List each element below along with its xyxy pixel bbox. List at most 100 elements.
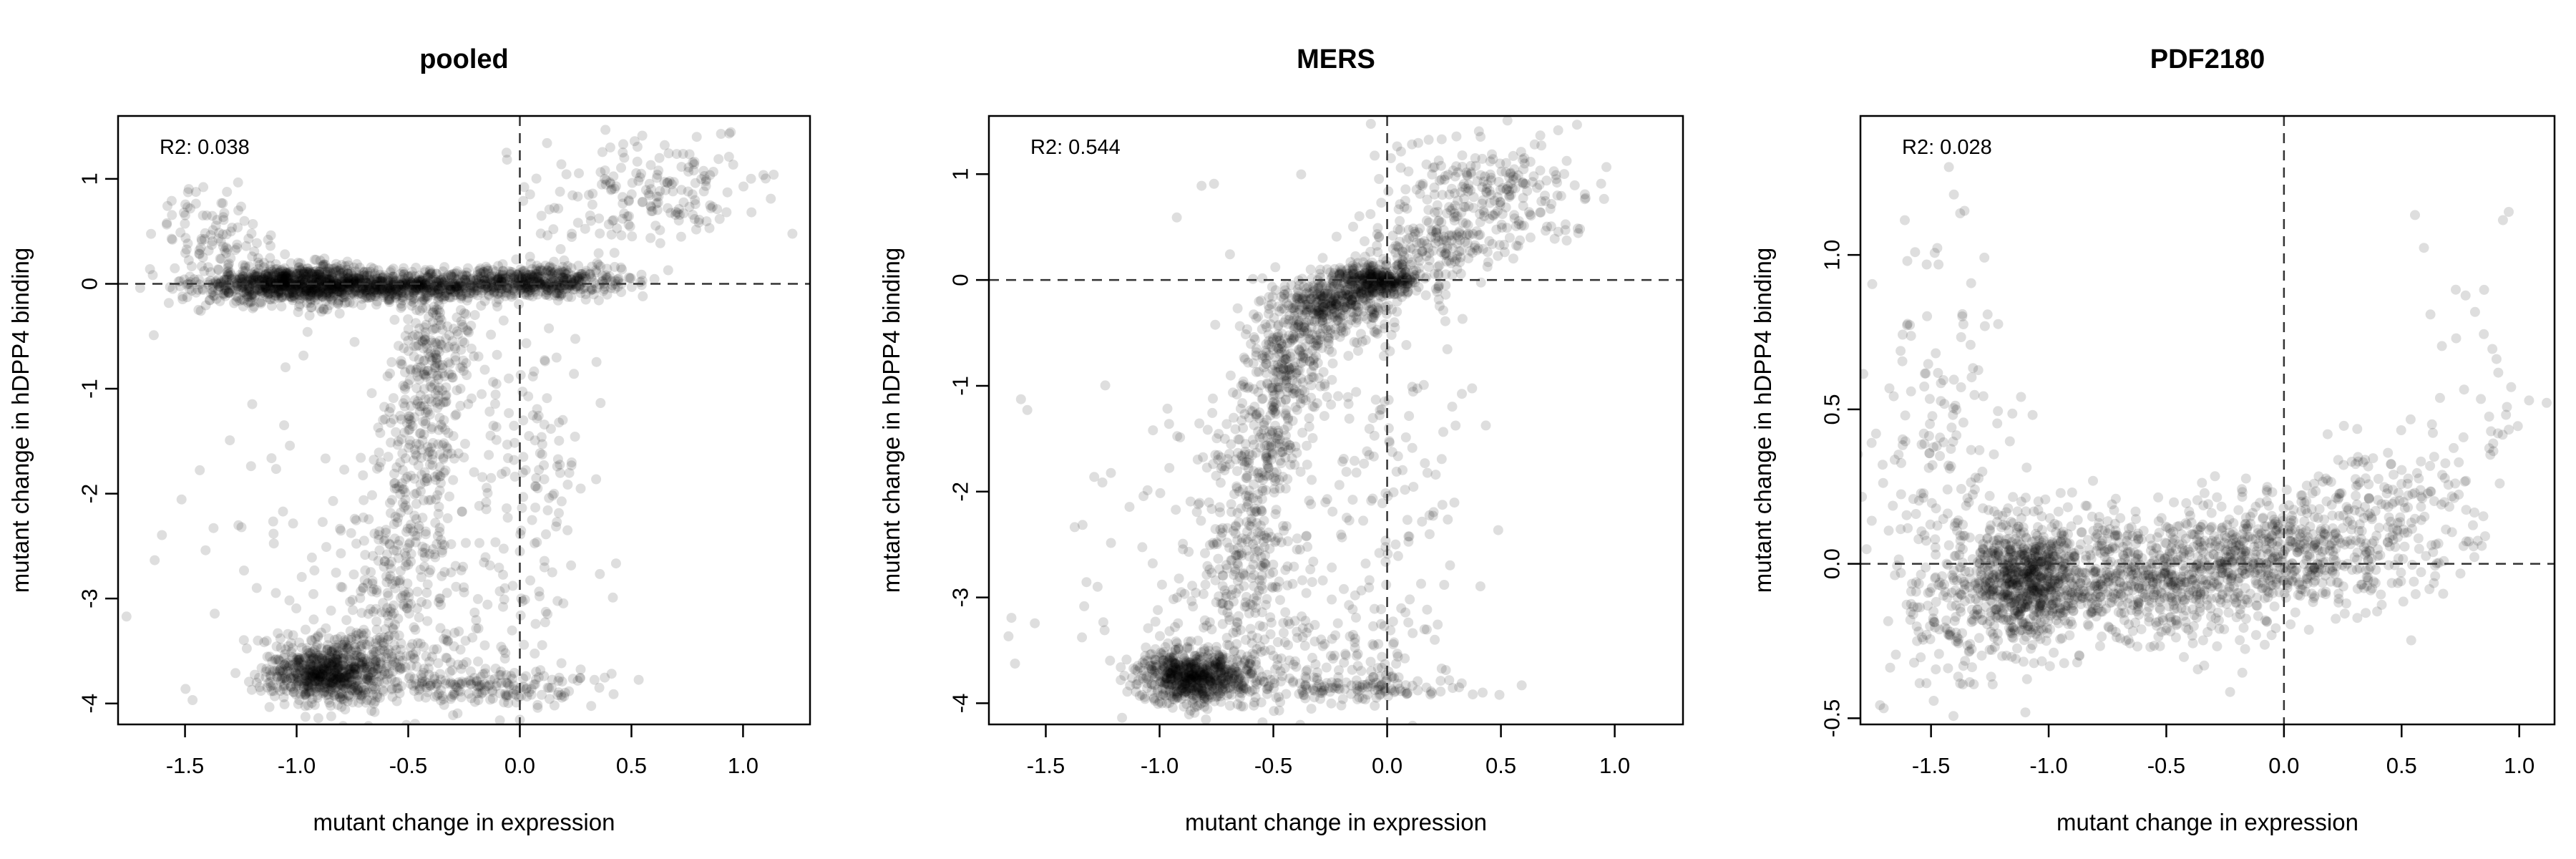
data-point [358, 274, 369, 285]
data-point [162, 218, 172, 228]
data-point [526, 272, 537, 283]
data-point [430, 360, 441, 371]
data-point [253, 275, 264, 286]
data-point [329, 289, 340, 300]
data-points [1003, 116, 1611, 724]
data-point [265, 241, 275, 251]
data-point [534, 586, 545, 597]
data-point [294, 262, 305, 273]
data-point [296, 275, 307, 286]
data-point [214, 278, 225, 288]
data-point [313, 286, 323, 296]
data-point [282, 278, 293, 288]
data-point [317, 517, 328, 528]
data-point [358, 286, 369, 297]
data-point [409, 287, 419, 298]
data-point [371, 624, 382, 635]
data-point [389, 608, 399, 618]
data-point [213, 279, 223, 290]
data-point [369, 263, 379, 274]
data-point [583, 190, 594, 200]
data-point [265, 277, 275, 288]
data-point [303, 288, 313, 299]
data-point [496, 641, 507, 652]
data-point [263, 271, 273, 281]
data-point [327, 283, 337, 293]
data-point [295, 299, 306, 310]
data-point [216, 198, 227, 208]
data-point [361, 284, 371, 295]
data-point [260, 283, 270, 293]
data-point [360, 550, 371, 560]
data-point [356, 452, 366, 463]
data-point [288, 295, 298, 306]
data-point [288, 518, 298, 529]
data-point [246, 275, 257, 286]
data-point [322, 656, 333, 666]
data-point [343, 272, 354, 283]
data-point [379, 285, 389, 296]
data-point [461, 282, 472, 293]
data-point [263, 273, 273, 284]
data-point [426, 287, 436, 298]
data-point [391, 291, 401, 302]
data-point [339, 465, 350, 475]
data-point [422, 271, 432, 282]
data-point [382, 294, 393, 305]
data-point [328, 263, 338, 274]
data-point [356, 283, 366, 293]
data-point [237, 277, 248, 288]
data-point [399, 273, 410, 283]
data-point [250, 271, 261, 282]
data-point [517, 503, 527, 513]
data-points [121, 125, 798, 724]
data-point [441, 272, 451, 283]
data-point [539, 555, 550, 566]
data-point [1272, 332, 1282, 343]
data-point [370, 279, 381, 290]
data-point [383, 283, 393, 293]
data-point [215, 278, 226, 288]
data-point [1251, 313, 1262, 324]
data-point [492, 288, 503, 299]
data-point [482, 482, 492, 493]
data-point [256, 296, 267, 307]
data-point [275, 287, 286, 298]
data-point [316, 306, 327, 317]
data-point [257, 273, 268, 283]
data-point [238, 260, 248, 271]
data-point [476, 301, 487, 311]
data-point [609, 248, 620, 258]
data-point [326, 272, 337, 283]
data-point [306, 302, 317, 313]
data-point [364, 278, 375, 289]
data-point [331, 266, 341, 277]
data-point [285, 266, 296, 277]
data-point [385, 368, 395, 379]
data-point [307, 280, 318, 291]
data-point [267, 266, 278, 277]
data-point [223, 287, 234, 298]
data-point [291, 277, 302, 288]
data-point [313, 291, 324, 301]
data-point [291, 280, 301, 290]
data-point [256, 286, 267, 296]
data-point [453, 278, 464, 288]
data-point [177, 291, 188, 302]
data-point [145, 264, 155, 274]
data-point [698, 186, 709, 197]
data-point [185, 277, 195, 288]
data-point [326, 293, 336, 304]
data-point [265, 288, 275, 299]
data-point [345, 273, 356, 284]
data-point [348, 278, 359, 289]
data-point [275, 272, 286, 283]
data-point [530, 286, 541, 297]
data-point [525, 251, 535, 262]
data-point [507, 291, 517, 302]
data-point [348, 274, 358, 285]
data-point [554, 435, 565, 446]
data-point [247, 278, 258, 288]
data-point [653, 191, 664, 202]
data-point [333, 299, 343, 309]
